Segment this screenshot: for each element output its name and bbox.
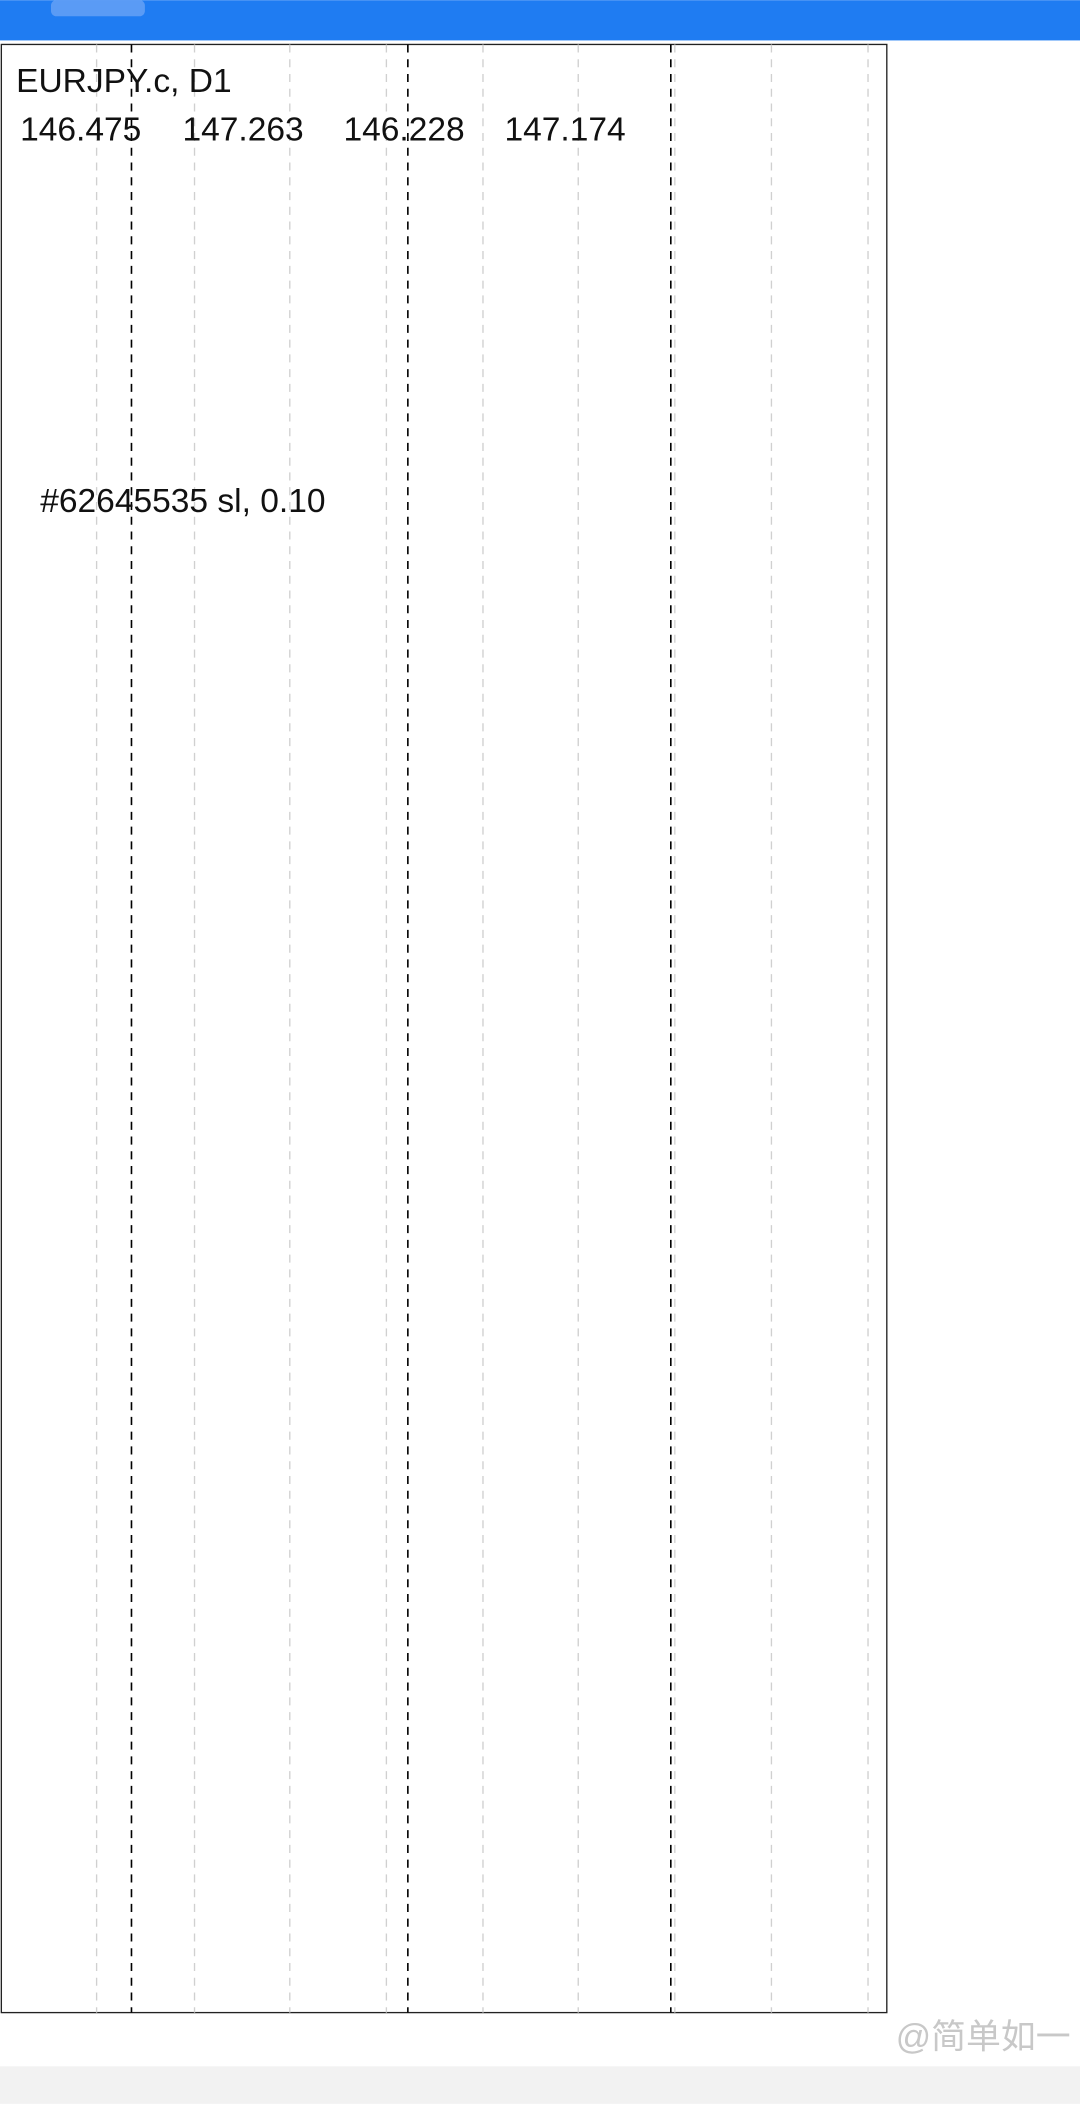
top-bar-button[interactable] <box>50 0 145 17</box>
labels-layer: EURJPY.c, D1 146.475 147.263 146.228 147… <box>16 63 1071 2056</box>
vertical-grid <box>95 44 869 2013</box>
ohlc-high: 147.263 <box>182 112 303 149</box>
watermark: @简单如一 <box>896 2018 1071 2057</box>
ohlc-close: 147.174 <box>504 112 625 149</box>
top-bar <box>0 0 1080 41</box>
bottom-bar <box>0 2066 1080 2104</box>
chart-title: EURJPY.c, D1 <box>16 63 232 100</box>
ohlc-low: 146.228 <box>343 112 464 149</box>
order-label: #62645535 sl, 0.10 <box>40 483 325 520</box>
ohlc-open: 146.475 <box>20 112 141 149</box>
plot-border <box>0 43 888 2014</box>
period-separators <box>130 44 672 2013</box>
